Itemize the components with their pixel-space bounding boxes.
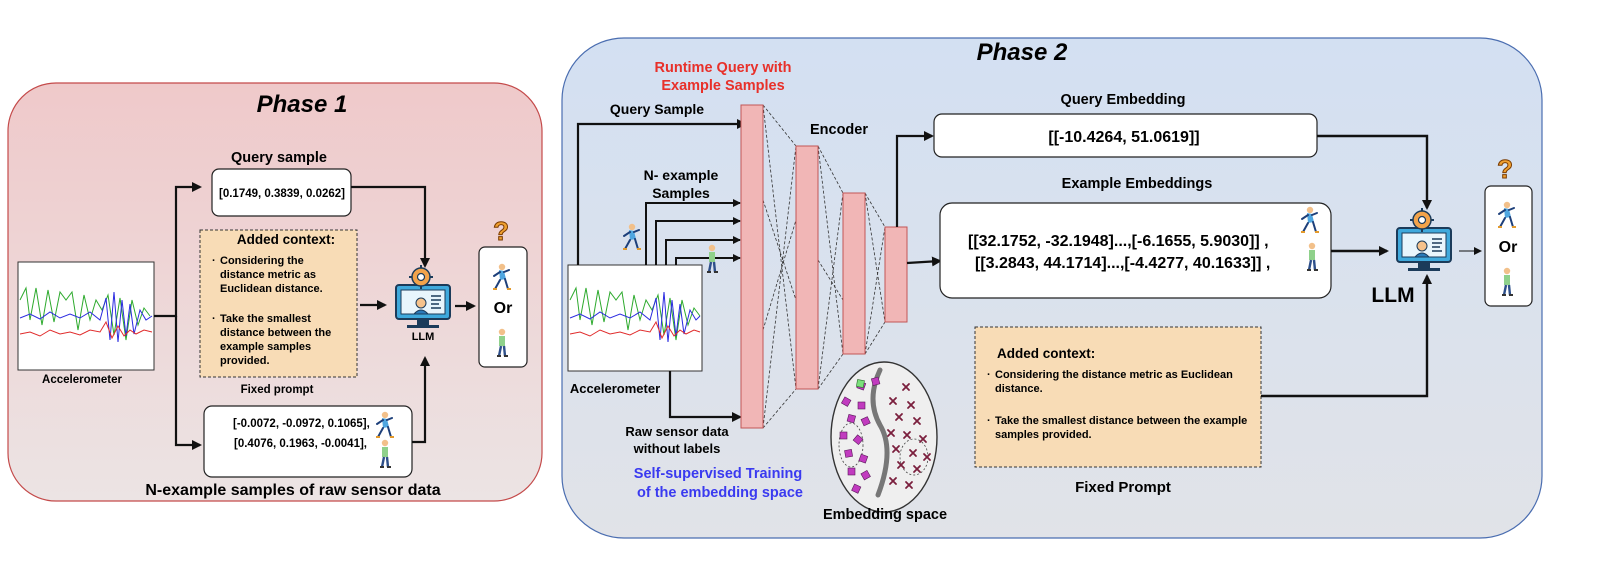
phase2-raw-l1: Raw sensor data bbox=[625, 424, 729, 439]
phase1-query-title: Query sample bbox=[231, 150, 327, 166]
svg-text:·: · bbox=[987, 369, 991, 381]
phase2-output-box bbox=[1484, 185, 1533, 307]
phase2-context-b2-l1: Take the smallest distance between the e… bbox=[995, 415, 1247, 427]
phase2-encoder-label: Encoder bbox=[810, 122, 868, 138]
phase2-context-b1-l2: distance. bbox=[995, 383, 1043, 395]
arrow-to-query bbox=[154, 182, 202, 318]
question-icon bbox=[1496, 153, 1514, 185]
phase1-context-b1-l2: distance metric as bbox=[220, 269, 316, 281]
phase1-sensor-label: Accelerometer bbox=[42, 374, 122, 386]
phase2-query-sample: Query Sample bbox=[610, 101, 704, 117]
phase1-example-row2: [0.4076, 0.1963, -0.0041], bbox=[234, 438, 367, 450]
phase2-example-embedding-row1: [[32.1752, -32.1948]...,[-6.1655, 5.9030… bbox=[968, 233, 1269, 250]
phase2-example-embeddings-box bbox=[939, 202, 1332, 299]
phase2-sensor-label: Accelerometer bbox=[570, 381, 660, 396]
phase1-fixed-prompt: Fixed prompt bbox=[241, 384, 314, 396]
phase2-runtime-l1: Runtime Query with bbox=[655, 60, 792, 76]
phase2-self-supervised-l2: of the embedding space bbox=[637, 485, 803, 501]
phase2-raw-l2: without labels bbox=[633, 441, 721, 456]
phase1-output-box bbox=[478, 246, 528, 368]
phase2-llm-label: LLM bbox=[1371, 284, 1414, 307]
phase1-query-box bbox=[211, 168, 352, 217]
phase2-example-embeddings-title: Example Embeddings bbox=[1062, 176, 1213, 192]
phase2-context-title: Added context: bbox=[997, 346, 1095, 361]
phase1-example-row1: [-0.0072, -0.0972, 0.1065], bbox=[233, 418, 370, 430]
phase1-context-box bbox=[199, 229, 358, 378]
phase2-example-embedding-row2: [[3.2843, 44.1714]...,[-4.4277, 40.1633]… bbox=[975, 255, 1270, 272]
accelerometer-plot bbox=[17, 261, 155, 371]
phase2-context-b1-l1: Considering the distance metric as Eucli… bbox=[995, 369, 1233, 381]
accelerometer-plot bbox=[567, 264, 703, 372]
phase2-self-supervised-l1: Self-supervised Training bbox=[634, 466, 802, 482]
embedding-space-plot bbox=[830, 361, 938, 513]
phase2-n-example-l2: Samples bbox=[652, 185, 710, 201]
arrow-to-examples bbox=[174, 316, 202, 450]
phase2-query-embedding-title: Query Embedding bbox=[1061, 92, 1186, 108]
phase1-context-b1-l3: Euclidean distance. bbox=[220, 283, 323, 295]
phase2-or-label: Or bbox=[1499, 239, 1518, 256]
phase2-n-example-l1: N- example bbox=[644, 167, 719, 183]
phase2-fixed-prompt: Fixed Prompt bbox=[1075, 479, 1171, 496]
phase1-title: Phase 1 bbox=[257, 91, 348, 118]
phase2-title: Phase 2 bbox=[977, 39, 1068, 66]
phase2-query-embedding-value: [[-10.4264, 51.0619]] bbox=[1048, 129, 1199, 146]
encoder-layer-4 bbox=[884, 226, 908, 323]
svg-text:·: · bbox=[987, 415, 991, 427]
encoder-layer-2 bbox=[795, 145, 819, 390]
phase1-context-b1-l1: Considering the bbox=[220, 255, 304, 267]
phase1-context-b2-l4: provided. bbox=[220, 355, 270, 367]
encoder-layer-1 bbox=[740, 104, 764, 429]
phase1-context-title: Added context: bbox=[237, 232, 335, 247]
phase1-examples-caption: N-example samples of raw sensor data bbox=[145, 482, 440, 499]
encoder-network bbox=[762, 104, 886, 429]
question-icon bbox=[492, 215, 510, 247]
phase2-context-b2-l2: samples provided. bbox=[995, 429, 1092, 441]
phase1-or-label: Or bbox=[494, 300, 513, 317]
svg-text:·: · bbox=[212, 255, 216, 267]
phase2-embedding-space-label: Embedding space bbox=[823, 507, 947, 523]
phase1-query-value: [0.1749, 0.3839, 0.0262] bbox=[219, 188, 345, 200]
svg-text:·: · bbox=[212, 313, 216, 325]
phase1-context-b2-l1: Take the smallest bbox=[220, 313, 311, 325]
phase2-runtime-l2: Example Samples bbox=[661, 78, 784, 94]
phase1-context-b2-l3: example samples bbox=[220, 341, 311, 353]
phase1-llm-label: LLM bbox=[412, 331, 435, 343]
encoder-layer-3 bbox=[842, 192, 866, 355]
phase1-context-b2-l2: distance between the bbox=[220, 327, 331, 339]
